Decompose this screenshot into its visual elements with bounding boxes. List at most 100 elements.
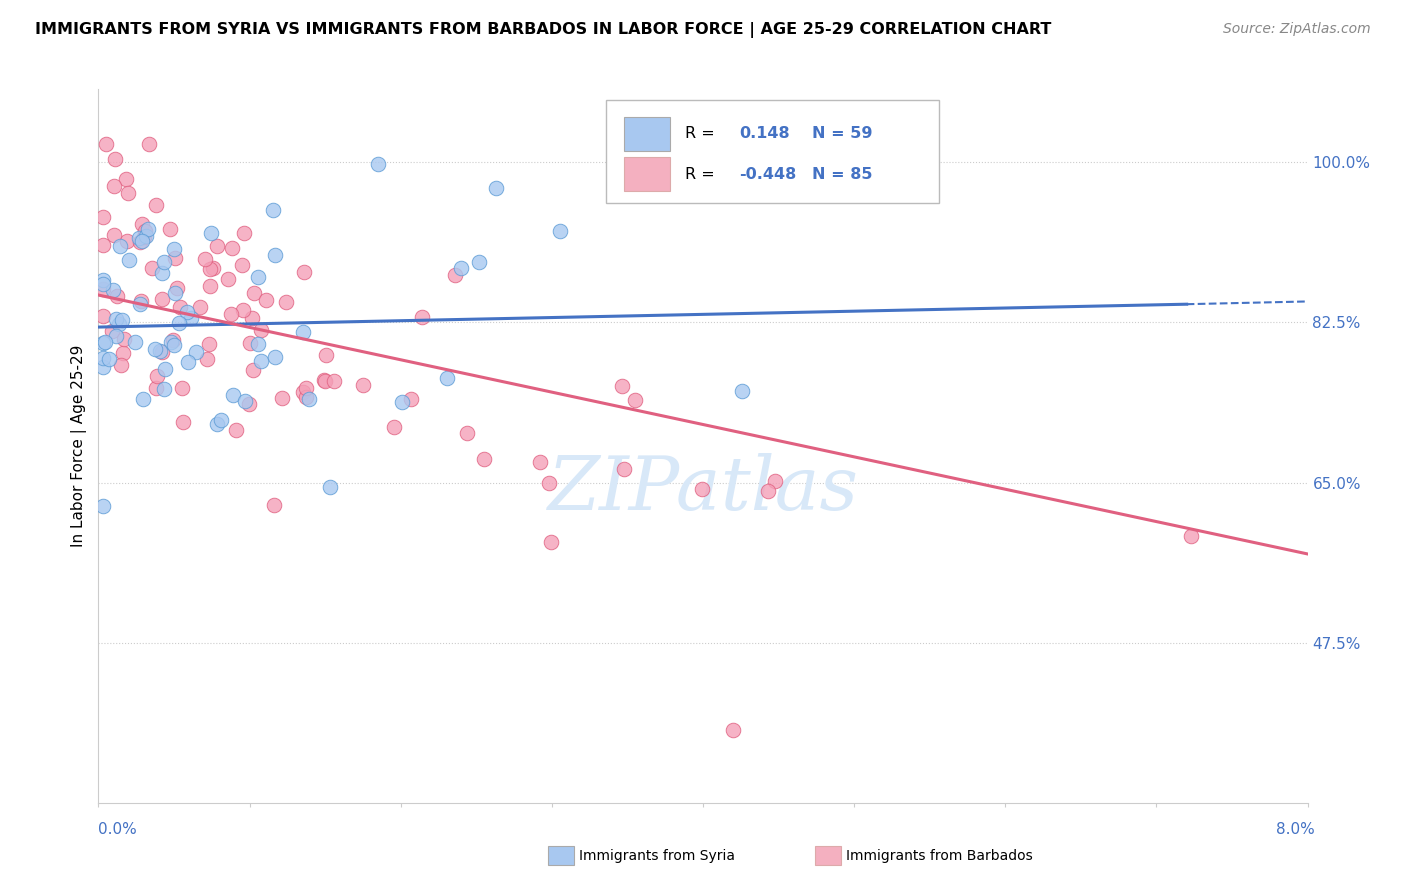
- Point: [254, 293, 277, 308]
- Point: [167, 316, 190, 330]
- Point: [163, 251, 186, 265]
- Point: [472, 452, 495, 467]
- Point: [238, 335, 260, 350]
- Point: [610, 379, 633, 393]
- Point: [529, 455, 551, 469]
- Bar: [624, 157, 671, 191]
- Point: [391, 394, 413, 409]
- Point: [217, 271, 239, 285]
- Point: [162, 333, 184, 347]
- Point: [91, 335, 114, 350]
- Bar: [624, 117, 671, 152]
- Point: [1180, 529, 1202, 543]
- Point: [141, 261, 163, 276]
- Point: [292, 265, 315, 279]
- Point: [231, 259, 253, 273]
- Text: -0.448: -0.448: [740, 167, 797, 182]
- Point: [105, 289, 128, 303]
- Point: [134, 224, 156, 238]
- Point: [91, 351, 114, 365]
- Point: [263, 350, 285, 364]
- Point: [456, 426, 478, 441]
- Point: [723, 723, 745, 737]
- Point: [233, 393, 256, 408]
- Point: [152, 382, 174, 396]
- Point: [150, 293, 173, 307]
- Point: [624, 393, 647, 408]
- Point: [731, 384, 754, 398]
- Point: [143, 342, 166, 356]
- Point: [98, 351, 121, 366]
- Text: 0.148: 0.148: [740, 126, 790, 141]
- Point: [205, 417, 228, 432]
- Point: [276, 295, 298, 310]
- Point: [250, 353, 273, 368]
- Point: [180, 311, 202, 326]
- Point: [170, 381, 193, 395]
- Point: [190, 300, 212, 314]
- Point: [538, 476, 561, 491]
- Point: [103, 283, 125, 297]
- Point: [136, 222, 159, 236]
- Text: Source: ZipAtlas.com: Source: ZipAtlas.com: [1223, 22, 1371, 37]
- Point: [221, 241, 243, 255]
- Point: [399, 392, 422, 407]
- Point: [111, 346, 134, 360]
- Point: [295, 391, 318, 405]
- Point: [450, 261, 472, 276]
- Point: [485, 181, 508, 195]
- Point: [145, 198, 167, 212]
- Point: [197, 337, 219, 351]
- Point: [114, 172, 136, 186]
- Text: ZIPatlas: ZIPatlas: [547, 452, 859, 525]
- Point: [104, 311, 127, 326]
- Point: [117, 186, 139, 200]
- Point: [159, 221, 181, 235]
- Point: [129, 294, 152, 309]
- Point: [153, 361, 176, 376]
- Point: [315, 347, 337, 361]
- Point: [195, 351, 218, 366]
- Text: Immigrants from Barbados: Immigrants from Barbados: [846, 849, 1033, 863]
- Point: [540, 535, 562, 549]
- Point: [150, 345, 173, 359]
- Text: IMMIGRANTS FROM SYRIA VS IMMIGRANTS FROM BARBADOS IN LABOR FORCE | AGE 25-29 COR: IMMIGRANTS FROM SYRIA VS IMMIGRANTS FROM…: [35, 22, 1052, 38]
- Point: [91, 499, 114, 513]
- Point: [91, 281, 114, 295]
- Point: [194, 252, 217, 266]
- Point: [163, 242, 186, 256]
- Point: [763, 474, 786, 488]
- Point: [222, 388, 245, 402]
- Point: [238, 397, 260, 411]
- Point: [103, 179, 125, 194]
- Point: [105, 328, 128, 343]
- Point: [198, 262, 221, 277]
- Point: [166, 281, 188, 295]
- Point: [200, 227, 222, 241]
- Point: [312, 373, 335, 387]
- Point: [149, 343, 172, 358]
- Point: [242, 310, 264, 325]
- Point: [111, 312, 134, 326]
- Point: [172, 415, 194, 429]
- Point: [225, 423, 247, 437]
- Point: [110, 358, 132, 372]
- Point: [94, 334, 117, 349]
- Text: R =: R =: [685, 126, 714, 141]
- Point: [177, 355, 200, 369]
- Point: [101, 324, 124, 338]
- Point: [169, 300, 191, 314]
- Point: [205, 239, 228, 253]
- Point: [232, 302, 254, 317]
- Point: [382, 420, 405, 434]
- Point: [263, 499, 285, 513]
- Point: [153, 254, 176, 268]
- Point: [613, 461, 636, 475]
- Point: [201, 260, 224, 275]
- Text: N = 59: N = 59: [811, 126, 872, 141]
- Point: [264, 248, 287, 262]
- Point: [104, 152, 127, 166]
- Point: [250, 323, 273, 337]
- Point: [131, 234, 153, 248]
- Point: [468, 255, 491, 269]
